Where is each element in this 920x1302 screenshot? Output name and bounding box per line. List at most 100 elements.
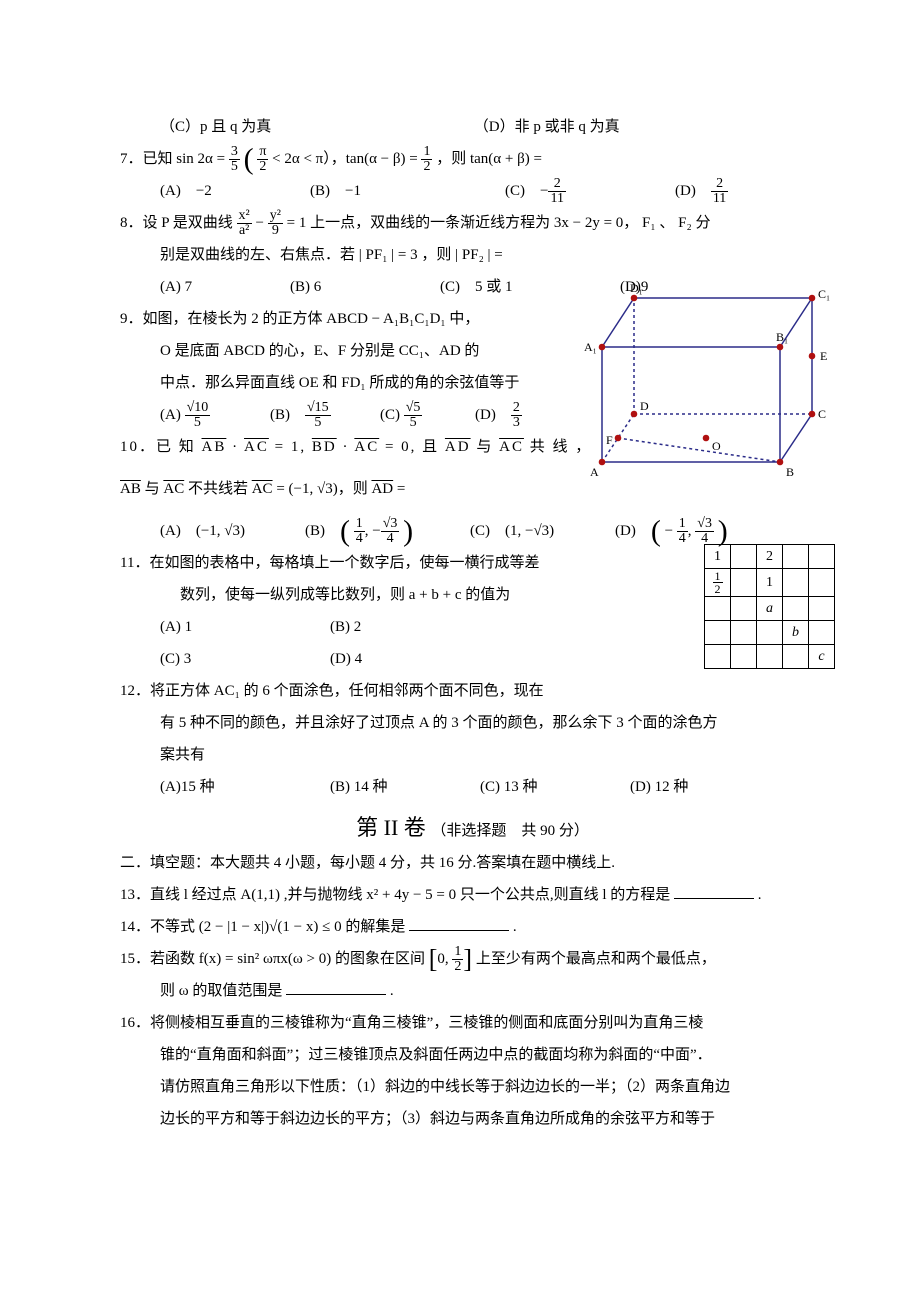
vec-ac4: AC [163, 481, 184, 497]
q8-frac2: y²9 [268, 209, 283, 238]
q14: 14．不等式 (2 − |1 − x|)√(1 − x) ≤ 0 的解集是 . [120, 912, 825, 942]
q11-options-1: (A) 1 (B) 2 [120, 612, 675, 642]
vec-ac2: AC [354, 439, 379, 455]
vec-bd: BD [312, 439, 337, 455]
vec-ad1: AD [445, 439, 471, 455]
q9-opt-a: (A) √105 [160, 400, 270, 430]
vec-ab2: AB [120, 481, 141, 497]
q6-opt-c: （C）p 且 q 为真 [160, 112, 470, 142]
exam-page: （C）p 且 q 为真 （D）非 p 或非 q 为真 7．已知 sin 2α =… [0, 0, 920, 1176]
q16-l4: 边长的平方和等于斜边边长的平方；（3）斜边与两条直角边所成角的余弦平方和等于 [120, 1104, 825, 1134]
q9-opt-c: (C) √55 [380, 400, 475, 430]
q11-l1: 11．在如图的表格中，每格填上一个数字后，使每一横行成等差 [120, 548, 675, 578]
q7-stem: 7．已知 sin 2α = 35 ( π2 < 2α < π），tan(α − … [120, 144, 825, 174]
q7-text-c: ，则 tan(α + β) = [436, 151, 542, 167]
q11-opt-d: (D) 4 [330, 644, 362, 674]
q7-options: (A) −2 (B) −1 (C) −211 (D) 211 [120, 176, 825, 206]
q14-end: . [513, 919, 517, 935]
q15-end: . [390, 983, 394, 999]
q11-grid: 12121abc [704, 544, 835, 669]
q10-opt-a: (A) (−1, √3) [160, 516, 305, 546]
vec-ad2: AD [371, 481, 393, 497]
q15-text-a: 15．若函数 f(x) = sin² ωπx(ω > 0) 的图象在区间 [120, 951, 429, 967]
q11-table-figure: 12121abc [704, 544, 835, 669]
q15-blank [286, 994, 386, 995]
q12-l1: 12．将正方体 AC₁ 的 6 个面涂色，任何相邻两个面不同色，现在 [120, 676, 825, 706]
q13-text: 13．直线 l 经过点 A(1,1) ,并与抛物线 x² + 4y − 5 = … [120, 887, 670, 903]
section2-sub: （非选择题 共 90 分） [431, 823, 589, 839]
q9-l1: 9．如图，在棱长为 2 的正方体 ABCD − A₁B₁C₁D₁ 中， [120, 304, 825, 334]
q7-text-a: 7．已知 sin 2α = [120, 151, 229, 167]
q8-opt-a: (A) 7 [160, 272, 290, 302]
vec-ac1: AC [244, 439, 269, 455]
q6-options-row: （C）p 且 q 为真 （D）非 p 或非 q 为真 [120, 112, 825, 142]
q7-paren-l: ( [244, 143, 254, 176]
q10-opt-b: (B) ( 14, −√34 ) [305, 516, 470, 546]
q10-stem-1: 10．已 知 AB · AC = 1, BD · AC = 0, 且 AD 与 … [120, 432, 825, 462]
q15-l1: 15．若函数 f(x) = sin² ωπx(ω > 0) 的图象在区间 [0,… [120, 944, 825, 974]
q15-text-b: 上至少有两个最高点和两个最低点， [476, 951, 716, 967]
q12-opt-b: (B) 14 种 [330, 772, 480, 802]
q11-opt-a: (A) 1 [160, 612, 330, 642]
vec-ac3: AC [499, 439, 524, 455]
svg-text:C₁: C₁ [818, 287, 830, 301]
section2-title: 第 II 卷 （非选择题 共 90 分） [120, 810, 825, 842]
q15-half: 12 [452, 945, 463, 974]
q16-l3: 请仿照直角三角形以下性质：（1）斜边的中线长等于斜边边长的一半；（2）两条直角边 [120, 1072, 825, 1102]
q15-br-r: ] [463, 945, 472, 974]
q12-opt-c: (C) 13 种 [480, 772, 630, 802]
q9-options: (A) √105 (B) √155 (C) √55 (D) 23 [120, 400, 825, 430]
q16-l1: 16．将侧棱相互垂直的三棱锥称为“直角三棱锥”，三棱锥的侧面和底面分别叫为直角三… [120, 1008, 825, 1038]
q8-minus: − [256, 215, 268, 231]
q8-stem-1: 8．设 P 是双曲线 x²a² − y²9 = 1 上一点，双曲线的一条渐近线方… [120, 208, 825, 238]
vec-ab1: AB [202, 439, 227, 455]
q7-frac-35: 35 [229, 145, 240, 174]
q16-l2: 锥的“直角面和斜面”；过三棱锥顶点及斜面任两边中点的截面均称为斜面的“中面”． [120, 1040, 825, 1070]
q7-text-b: < 2α < π），tan(α − β) = [272, 151, 421, 167]
q11-l2: 数列，使每一纵列成等比数列，则 a + b + c 的值为 [120, 580, 675, 610]
q7-opt-b: (B) −1 [310, 176, 505, 206]
q6-opt-d: （D）非 p 或非 q 为真 [474, 112, 620, 142]
q7-frac-half: 12 [421, 145, 432, 174]
q9-opt-d: (D) 23 [475, 400, 522, 430]
q11-opt-b: (B) 2 [330, 612, 361, 642]
q12-opt-a: (A)15 种 [160, 772, 330, 802]
q8-stem-2: 别是双曲线的左、右焦点．若 | PF₁ | = 3 ，则 | PF₂ | = [120, 240, 825, 270]
q14-text: 14．不等式 (2 − |1 − x|)√(1 − x) ≤ 0 的解集是 [120, 919, 405, 935]
q11-block: 12121abc 11．在如图的表格中，每格填上一个数字后，使每一横行成等差 数… [120, 548, 825, 674]
q8-text-a: 8．设 P 是双曲线 [120, 215, 237, 231]
q13-end: . [758, 887, 762, 903]
q8-opt-b: (B) 6 [290, 272, 440, 302]
svg-text:D₁: D₁ [630, 284, 643, 295]
q10-opt-d: (D) ( − 14, √34 ) [615, 516, 728, 546]
q7-opt-c: (C) −211 [505, 176, 675, 206]
q12-opt-d: (D) 12 种 [630, 772, 688, 802]
q15-text-c: 则 ω 的取值范围是 [160, 983, 282, 999]
q15-l2: 则 ω 的取值范围是 . [120, 976, 825, 1006]
q12-l2: 有 5 种不同的颜色，并且涂好了过顶点 A 的 3 个面的颜色，那么余下 3 个… [120, 708, 825, 738]
q12-l3: 案共有 [120, 740, 825, 770]
q10-opt-c: (C) (1, −√3) [470, 516, 615, 546]
q7-opt-a: (A) −2 [160, 176, 310, 206]
q10-stem-2: AB 与 AC 不共线若 AC = (−1, √3)，则 AD = [120, 474, 825, 504]
q7-opt-d: (D) 211 [675, 176, 728, 206]
q9-l3: 中点．那么异面直线 OE 和 FD₁ 所成的角的余弦值等于 [120, 368, 825, 398]
vec-ac5: AC [252, 481, 273, 497]
q15-zero: 0, [437, 951, 452, 967]
q12-options: (A)15 种 (B) 14 种 (C) 13 种 (D) 12 种 [120, 772, 825, 802]
q8-frac1: x²a² [237, 209, 252, 238]
q9-l2: O 是底面 ABCD 的心，E、F 分别是 CC₁、AD 的 [120, 336, 825, 366]
q9-opt-b: (B) √155 [270, 400, 380, 430]
q9-block: ABCDA₁B₁C₁D₁FOE 9．如图，在棱长为 2 的正方体 ABCD − … [120, 304, 825, 430]
part2-head: 二．填空题：本大题共 4 小题，每小题 4 分，共 16 分.答案填在题中横线上… [120, 848, 825, 878]
q13: 13．直线 l 经过点 A(1,1) ,并与抛物线 x² + 4y − 5 = … [120, 880, 825, 910]
q7-frac-pi2: π2 [257, 145, 268, 174]
q8-text-b: = 1 上一点，双曲线的一条渐近线方程为 3x − 2y = 0， F₁ 、 F… [287, 215, 711, 231]
q10-options: (A) (−1, √3) (B) ( 14, −√34 ) (C) (1, −√… [120, 516, 825, 546]
section2-main: 第 II 卷 [356, 815, 426, 840]
q13-blank [674, 898, 754, 899]
q14-blank [409, 930, 509, 931]
q11-options-2: (C) 3 (D) 4 [120, 644, 675, 674]
q11-opt-c: (C) 3 [160, 644, 330, 674]
q10-t-a: 10．已 知 [120, 439, 202, 455]
